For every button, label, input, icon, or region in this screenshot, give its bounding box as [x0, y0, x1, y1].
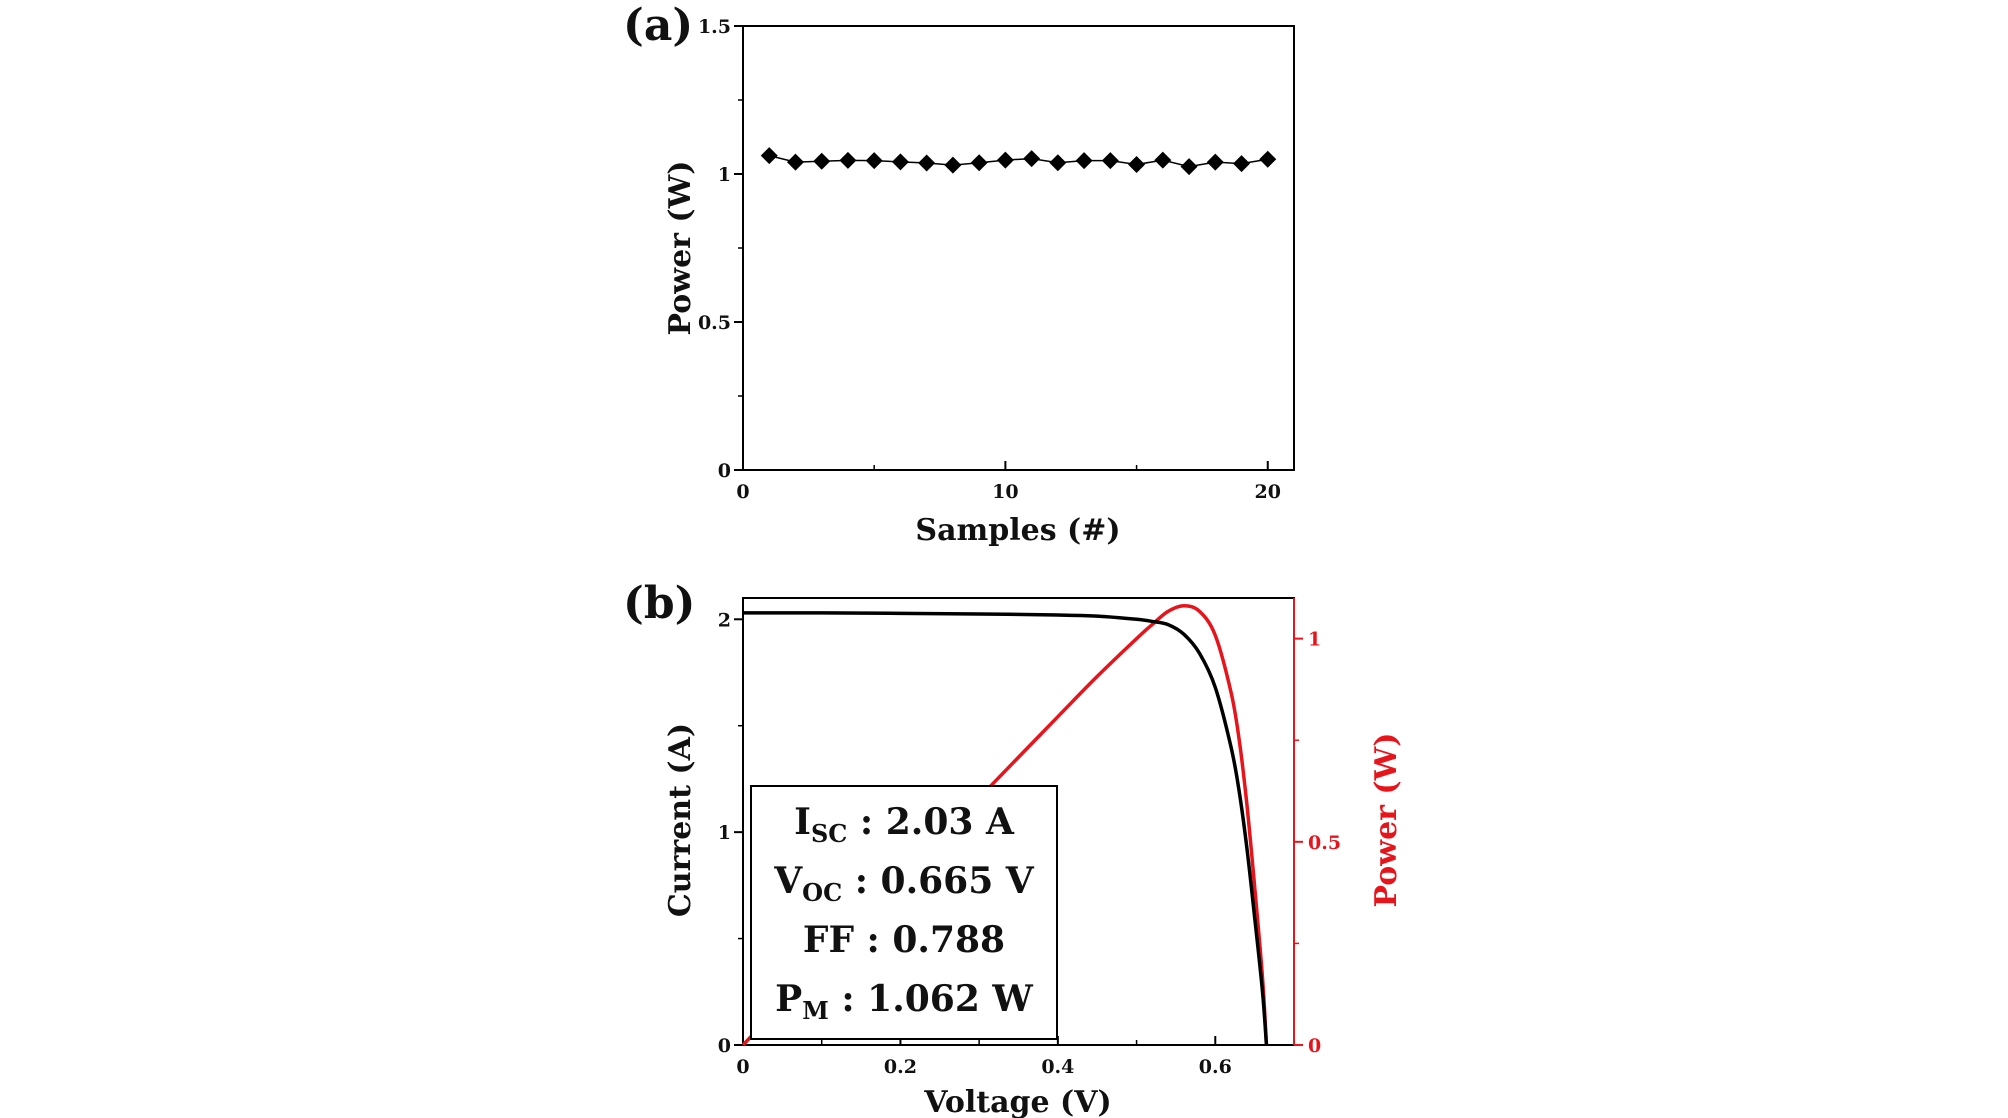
x-tick-label: 0.2 [884, 1056, 917, 1078]
panel-b-x-axis-title: Voltage (V) [923, 1085, 1111, 1118]
data-point-diamond [865, 152, 883, 170]
y-tick-label: 1 [718, 822, 731, 844]
data-point-diamond [839, 151, 857, 169]
panel-b-y2-axis-title: Power (W) [1369, 732, 1404, 907]
data-point-diamond [1101, 152, 1119, 170]
data-point-diamond [1233, 155, 1251, 173]
panel-a-data-marks [760, 147, 1277, 176]
panel-a-plot-frame [742, 25, 1295, 471]
x-tick-label: 0 [736, 1056, 749, 1078]
parameter-ff: FF : 0.788 [803, 919, 1005, 961]
data-point-diamond [918, 154, 936, 172]
data-point-diamond [1206, 153, 1224, 171]
y-tick-label: 0.5 [698, 312, 731, 334]
data-point-diamond [1128, 156, 1146, 174]
data-point-diamond [996, 151, 1014, 169]
data-point-diamond [970, 154, 988, 172]
data-point-diamond [1049, 154, 1067, 172]
y-tick-label: 1.5 [698, 16, 731, 38]
y-tick-label: 0 [718, 1035, 731, 1057]
y2-tick-label: 1 [1308, 629, 1321, 651]
panel-a-ticks: 0 10 20 0 0.5 1 1.5 [698, 16, 1281, 503]
data-point-diamond [1259, 150, 1277, 168]
panel-b-ticks: 0 0.2 0.4 0.6 0 1 2 0 0.5 1 [718, 609, 1341, 1078]
y-tick-label: 0 [718, 460, 731, 482]
x-tick-label: 0.6 [1199, 1056, 1232, 1078]
data-point-diamond [1023, 150, 1041, 168]
y-tick-label: 2 [718, 609, 731, 631]
data-point-diamond [1180, 158, 1198, 176]
parameter-pm: PM : 1.062 W [775, 978, 1033, 1025]
data-point-diamond [1075, 152, 1093, 170]
series-line-current [742, 611, 1269, 1046]
y2-tick-label: 0 [1308, 1035, 1321, 1057]
y-tick-label: 1 [718, 164, 731, 186]
parameter-voc: VOC : 0.665 V [773, 860, 1035, 907]
parameters-box-frame [750, 785, 1058, 1040]
x-tick-label: 0.4 [1041, 1056, 1074, 1078]
data-point-diamond [944, 156, 962, 174]
panel-a-label: (a) [623, 0, 693, 51]
data-point-diamond [891, 153, 909, 171]
panel-b-label: (b) [623, 578, 695, 629]
parameter-isc: ISC : 2.03 A [794, 801, 1015, 848]
data-point-diamond [813, 152, 831, 170]
data-point-diamond [1154, 151, 1172, 169]
panel-b-y-axis-title: Current (A) [663, 723, 698, 917]
y2-tick-label: 0.5 [1308, 832, 1341, 854]
data-point-diamond [760, 147, 778, 165]
x-tick-label: 10 [992, 481, 1018, 503]
panel-b-chart: (b) 0 0.2 0.4 0.6 0 1 2 0 0.5 1 Voltage (V) Curre… [623, 578, 1404, 1118]
x-tick-label: 0 [736, 481, 749, 503]
panel-a-y-axis-title: Power (W) [663, 160, 698, 335]
data-point-diamond [786, 153, 804, 171]
panel-a-chart: (a) 0 10 20 0 0.5 1 1.5 Samples (#) Power (W) [623, 0, 1295, 548]
x-tick-label: 20 [1255, 481, 1281, 503]
panel-b-parameters-box: ISC : 2.03 A VOC : 0.665 V FF : 0.788 PM… [750, 785, 1058, 1040]
panel-a-x-axis-title: Samples (#) [915, 513, 1120, 548]
